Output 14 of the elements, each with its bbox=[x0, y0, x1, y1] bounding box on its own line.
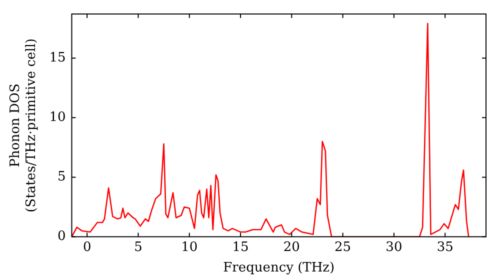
y-tick-label: 0 bbox=[57, 229, 66, 244]
x-axis-title: Frequency (THz) bbox=[223, 260, 335, 276]
y-tick-label: 5 bbox=[57, 170, 66, 185]
x-tick-label: 5 bbox=[134, 240, 142, 255]
x-tick-label: 15 bbox=[232, 240, 249, 255]
x-tick-label: 10 bbox=[181, 240, 198, 255]
x-tick-label: 20 bbox=[283, 240, 300, 255]
y-axis-title: Phonon DOS (States/THz·primitive cell) bbox=[8, 38, 39, 212]
x-tick-label: 35 bbox=[436, 240, 454, 255]
x-tick-label: 30 bbox=[386, 240, 402, 255]
x-tick-label: 25 bbox=[334, 240, 352, 255]
x-tick-label: 0 bbox=[82, 240, 92, 255]
y-tick-label: 15 bbox=[49, 50, 66, 66]
y-tick-label: 10 bbox=[49, 110, 66, 126]
